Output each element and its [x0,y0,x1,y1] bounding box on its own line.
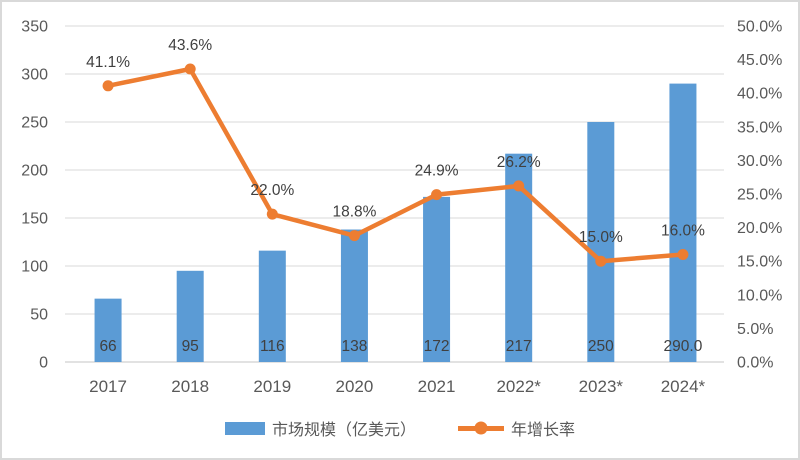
line-marker-2020 [348,230,360,242]
left-axis-tick: 150 [21,211,48,228]
x-axis-label-2021: 2021 [418,377,456,396]
line-series-swatch [458,421,504,435]
bar-2024* [669,83,697,362]
x-axis-label-2022*: 2022* [496,377,541,396]
left-axis-tick: 100 [21,259,48,276]
bar-value-label-2022*: 217 [506,338,532,355]
right-axis-tick: 5.0% [737,321,773,338]
bar-value-label-2018: 95 [182,338,199,355]
right-axis-tick: 35.0% [737,119,782,136]
bar-2021 [423,196,451,362]
growth-rate-line [105,66,686,264]
line-marker-2017 [102,80,114,92]
left-axis-tick: 200 [21,163,48,180]
left-axis-tick: 0 [39,355,48,372]
bar-value-label-2021: 172 [424,338,450,355]
bar-2020 [340,229,368,362]
x-axis-label-2019: 2019 [253,377,291,396]
line-value-label-2021: 24.9% [415,163,459,180]
legend: 市场规模（亿美元） 年增长率 [2,413,798,443]
line-value-label-2019: 22.0% [250,182,294,199]
left-axis-tick: 250 [21,115,48,132]
right-axis-tick: 0.0% [737,355,773,372]
x-axis-label-2017: 2017 [89,377,127,396]
legend-item-growth-rate: 年增长率 [458,416,575,440]
left-axis-tick: 50 [30,307,48,324]
right-axis-tick: 30.0% [737,153,782,170]
x-axis-label-2020: 2020 [336,377,374,396]
bar-value-label-2023*: 250 [588,338,614,355]
bar-2017 [94,298,122,362]
line-marker-icon [474,421,488,435]
right-axis-tick: 50.0% [737,19,782,36]
line-marker-2021 [431,189,443,201]
left-axis-tick: 350 [21,19,48,36]
line-marker-2023* [595,255,607,267]
bar-2023* [587,122,615,362]
line-value-label-2018: 43.6% [168,37,212,54]
bar-2018 [176,270,204,362]
left-axis-tick: 300 [21,67,48,84]
bar-2019 [258,250,286,362]
line-value-label-2024*: 16.0% [661,222,705,239]
right-axis-tick: 40.0% [737,86,782,103]
bar-value-label-2020: 138 [342,338,368,355]
line-value-label-2020: 18.8% [332,204,376,221]
right-axis-tick: 15.0% [737,254,782,271]
bar-value-label-2024*: 290.0 [664,338,703,355]
legend-label-market-size: 市场规模（亿美元） [271,422,416,439]
right-axis-tick: 25.0% [737,187,782,204]
line-value-label-2022*: 26.2% [497,154,541,171]
line-marker-2022* [513,180,525,192]
line-marker-2018 [184,63,196,75]
x-axis-label-2023*: 2023* [579,377,624,396]
legend-label-growth-rate: 年增长率 [511,422,576,439]
legend-item-market-size: 市场规模（亿美元） [224,416,416,440]
line-marker-2019 [266,208,278,220]
line-value-label-2017: 41.1% [86,54,130,71]
right-axis-tick: 20.0% [737,220,782,237]
x-axis-label-2018: 2018 [171,377,209,396]
right-axis-tick: 10.0% [737,287,782,304]
right-axis-tick: 45.0% [737,52,782,69]
bar-value-label-2019: 116 [260,338,285,355]
x-axis-label-2024*: 2024* [661,377,706,396]
line-value-label-2023*: 15.0% [579,229,623,246]
bar-series-swatch [224,421,265,435]
bar-value-label-2017: 66 [99,338,116,355]
line-marker-2024* [677,248,689,260]
